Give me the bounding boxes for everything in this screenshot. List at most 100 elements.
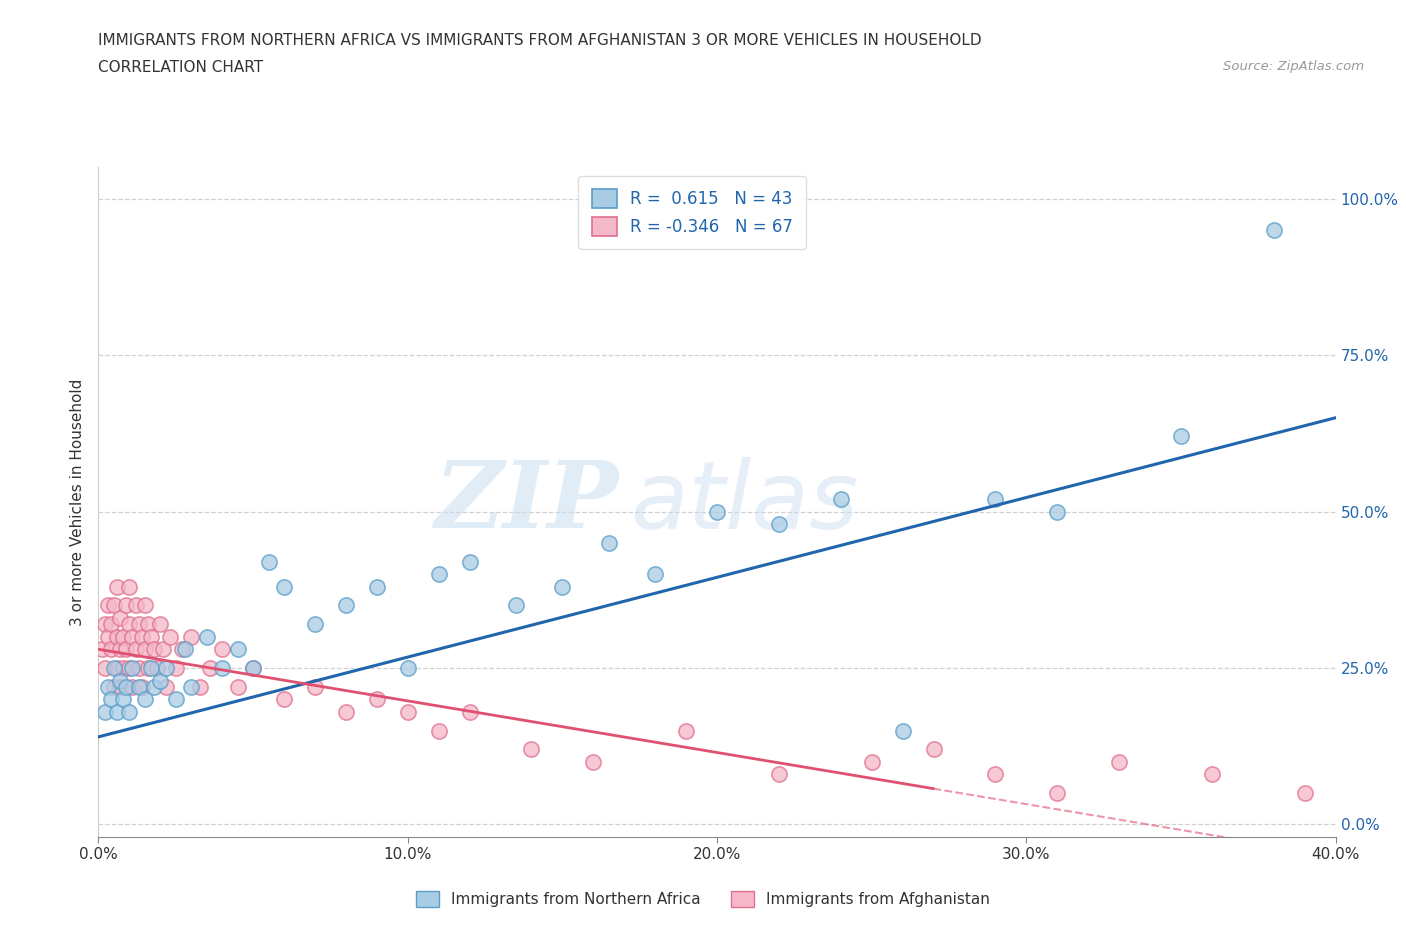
Point — [1046, 504, 1069, 519]
Point — [396, 660, 419, 675]
Point — [211, 642, 233, 657]
Point — [768, 517, 790, 532]
Point — [165, 660, 187, 675]
Point — [675, 724, 697, 738]
Point — [143, 642, 166, 657]
Text: CORRELATION CHART: CORRELATION CHART — [98, 60, 263, 75]
Point — [180, 630, 202, 644]
Point — [273, 692, 295, 707]
Point — [100, 642, 122, 657]
Point — [105, 660, 128, 675]
Point — [830, 492, 852, 507]
Text: IMMIGRANTS FROM NORTHERN AFRICA VS IMMIGRANTS FROM AFGHANISTAN 3 OR MORE VEHICLE: IMMIGRANTS FROM NORTHERN AFRICA VS IMMIG… — [98, 33, 981, 47]
Point — [112, 660, 135, 675]
Point — [128, 680, 150, 695]
Point — [115, 642, 138, 657]
Point — [112, 630, 135, 644]
Point — [860, 754, 883, 769]
Point — [520, 742, 543, 757]
Point — [105, 704, 128, 719]
Text: Source: ZipAtlas.com: Source: ZipAtlas.com — [1223, 60, 1364, 73]
Point — [180, 680, 202, 695]
Point — [190, 680, 212, 695]
Point — [427, 566, 450, 581]
Point — [108, 673, 131, 688]
Point — [93, 617, 115, 631]
Point — [984, 767, 1007, 782]
Text: atlas: atlas — [630, 457, 859, 548]
Point — [115, 680, 138, 695]
Point — [170, 642, 193, 657]
Point — [134, 692, 156, 707]
Point — [155, 660, 177, 675]
Point — [124, 598, 146, 613]
Point — [257, 554, 280, 569]
Point — [139, 660, 162, 675]
Point — [891, 724, 914, 738]
Point — [118, 660, 141, 675]
Point — [505, 598, 527, 613]
Point — [136, 660, 159, 675]
Point — [115, 598, 138, 613]
Point — [108, 642, 131, 657]
Point — [198, 660, 221, 675]
Point — [174, 642, 197, 657]
Point — [139, 630, 162, 644]
Point — [1046, 786, 1069, 801]
Point — [152, 642, 174, 657]
Point — [105, 579, 128, 594]
Text: ZIP: ZIP — [434, 458, 619, 547]
Point — [97, 598, 120, 613]
Point — [1201, 767, 1223, 782]
Point — [93, 660, 115, 675]
Point — [112, 692, 135, 707]
Point — [93, 704, 115, 719]
Point — [128, 660, 150, 675]
Point — [211, 660, 233, 675]
Point — [103, 660, 125, 675]
Point — [103, 680, 125, 695]
Point — [124, 642, 146, 657]
Point — [458, 554, 481, 569]
Point — [1263, 222, 1285, 237]
Point — [706, 504, 728, 519]
Point — [149, 617, 172, 631]
Point — [118, 704, 141, 719]
Point — [984, 492, 1007, 507]
Point — [922, 742, 945, 757]
Legend: Immigrants from Northern Africa, Immigrants from Afghanistan: Immigrants from Northern Africa, Immigra… — [409, 884, 997, 913]
Point — [159, 630, 181, 644]
Point — [149, 673, 172, 688]
Point — [143, 680, 166, 695]
Point — [195, 630, 218, 644]
Point — [1170, 429, 1192, 444]
Point — [97, 680, 120, 695]
Point — [582, 754, 605, 769]
Point — [128, 617, 150, 631]
Point — [242, 660, 264, 675]
Point — [131, 630, 153, 644]
Point — [90, 642, 112, 657]
Point — [242, 660, 264, 675]
Point — [121, 680, 143, 695]
Point — [100, 617, 122, 631]
Point — [108, 610, 131, 625]
Legend: R =  0.615   N = 43, R = -0.346   N = 67: R = 0.615 N = 43, R = -0.346 N = 67 — [578, 176, 806, 249]
Point — [134, 642, 156, 657]
Point — [1294, 786, 1316, 801]
Point — [134, 598, 156, 613]
Point — [335, 704, 357, 719]
Point — [226, 642, 249, 657]
Point — [304, 617, 326, 631]
Point — [366, 579, 388, 594]
Point — [118, 579, 141, 594]
Point — [644, 566, 666, 581]
Point — [226, 680, 249, 695]
Y-axis label: 3 or more Vehicles in Household: 3 or more Vehicles in Household — [69, 379, 84, 626]
Point — [165, 692, 187, 707]
Point — [100, 692, 122, 707]
Point — [121, 660, 143, 675]
Point — [396, 704, 419, 719]
Point — [768, 767, 790, 782]
Point — [366, 692, 388, 707]
